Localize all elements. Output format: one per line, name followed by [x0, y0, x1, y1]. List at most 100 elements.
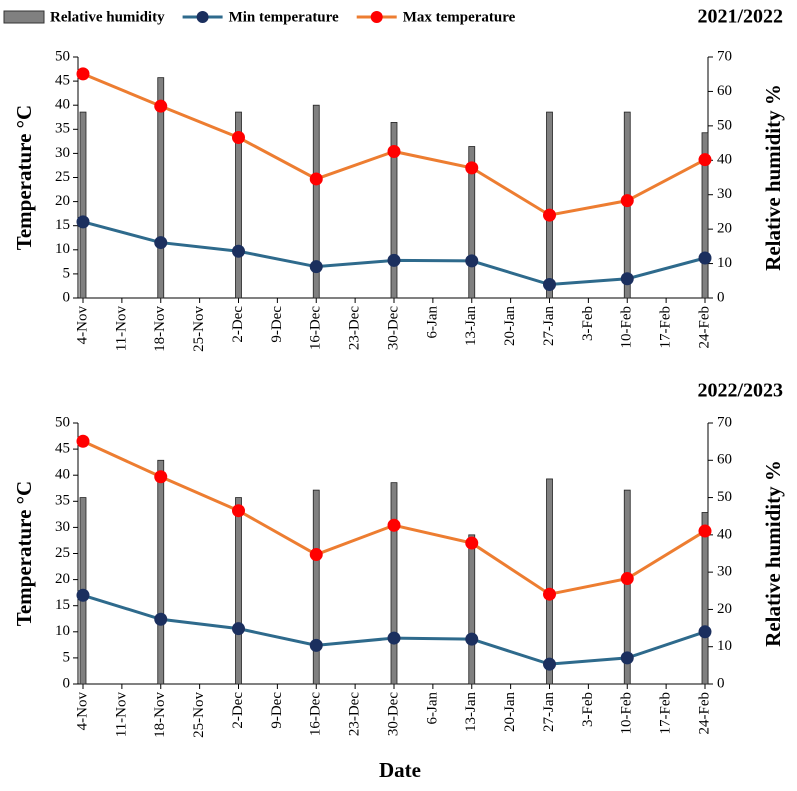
- y-tick-label: 25: [55, 169, 70, 185]
- y-tick-label: 5: [63, 649, 71, 665]
- chart-title: 2022/2023: [697, 380, 783, 402]
- marker: [76, 588, 90, 602]
- bar: [701, 132, 709, 299]
- x-tick-label: 6-Jan: [424, 692, 440, 725]
- marker: [543, 657, 556, 671]
- y-tick-label: 30: [55, 519, 70, 535]
- marker: [620, 194, 634, 208]
- y2-tick-label: 30: [717, 186, 732, 202]
- x-tick-label: 18-Nov: [152, 306, 168, 352]
- x-tick-label: 17-Feb: [658, 306, 674, 349]
- y2-tick-label: 50: [717, 489, 732, 505]
- y-tick-label: 25: [55, 545, 70, 561]
- marker: [232, 130, 245, 144]
- y-tick-label: 40: [55, 97, 70, 113]
- marker: [309, 260, 323, 274]
- y-axis-label: Temperature °C: [12, 105, 36, 250]
- x-tick-label: 2-Dec: [230, 306, 246, 343]
- x-tick-label: 27-Jan: [541, 306, 557, 346]
- y-tick-label: 5: [63, 265, 71, 281]
- x-tick-label: 9-Dec: [269, 306, 285, 343]
- x-tick-label: 2-Dec: [230, 692, 246, 729]
- marker: [465, 536, 479, 550]
- x-tick-label: 23-Dec: [347, 692, 363, 736]
- y-tick-label: 50: [55, 48, 70, 64]
- y2-tick-label: 10: [717, 638, 732, 654]
- x-tick-label: 4-Nov: [74, 306, 90, 345]
- y-tick-label: 15: [55, 597, 70, 613]
- marker: [232, 504, 245, 518]
- y-tick-label: 35: [55, 493, 70, 509]
- marker: [232, 244, 245, 258]
- y-tick-label: 0: [63, 289, 71, 305]
- x-axis-label: Date: [379, 758, 421, 782]
- marker: [543, 587, 556, 601]
- bar: [623, 489, 631, 685]
- y2-tick-label: 40: [717, 526, 732, 542]
- y2-axis-label: Relative humidity %: [761, 84, 785, 271]
- x-tick-label: 13-Jan: [463, 692, 479, 732]
- bar: [235, 497, 242, 685]
- y-tick-label: 20: [55, 571, 70, 587]
- marker: [387, 253, 401, 267]
- y-tick-label: 0: [63, 675, 71, 691]
- marker: [309, 638, 323, 652]
- bar: [312, 489, 320, 685]
- x-tick-label: 24-Feb: [696, 692, 712, 735]
- marker: [620, 651, 634, 665]
- y-tick-label: 20: [55, 193, 70, 209]
- x-tick-label: 25-Nov: [191, 306, 207, 352]
- y2-tick-label: 60: [717, 452, 732, 468]
- bar: [468, 534, 476, 685]
- marker: [154, 470, 168, 484]
- y-axis-label: Temperature °C: [12, 481, 36, 626]
- x-tick-label: 10-Feb: [619, 306, 635, 349]
- marker: [154, 99, 168, 113]
- y2-tick-label: 40: [717, 152, 732, 168]
- y-tick-label: 50: [55, 414, 70, 430]
- legend-marker: [196, 11, 209, 23]
- x-tick-label: 16-Dec: [308, 692, 324, 736]
- y2-tick-label: 60: [717, 83, 732, 99]
- y2-tick-label: 70: [717, 48, 732, 64]
- y-tick-label: 10: [55, 241, 70, 257]
- x-tick-label: 11-Nov: [113, 692, 129, 738]
- y2-tick-label: 0: [717, 675, 725, 691]
- bar: [390, 122, 398, 299]
- marker: [154, 612, 168, 626]
- bar: [312, 104, 320, 299]
- chart-title: 2021/2022: [697, 6, 783, 28]
- y2-tick-label: 70: [717, 414, 732, 430]
- bar: [546, 111, 553, 299]
- y-tick-label: 15: [55, 217, 70, 233]
- marker: [698, 251, 712, 265]
- marker: [309, 548, 323, 562]
- x-tick-label: 20-Jan: [502, 306, 518, 346]
- x-tick-label: 6-Jan: [424, 306, 440, 339]
- x-tick-label: 17-Feb: [658, 692, 674, 735]
- y-tick-label: 10: [55, 623, 70, 639]
- marker: [543, 278, 556, 292]
- x-tick-label: 11-Nov: [113, 306, 129, 352]
- marker: [232, 622, 245, 636]
- marker: [309, 172, 323, 186]
- marker: [76, 434, 90, 448]
- x-tick-label: 9-Dec: [269, 692, 285, 729]
- x-tick-label: 10-Feb: [619, 692, 635, 735]
- marker: [698, 625, 712, 639]
- x-tick-label: 24-Feb: [696, 306, 712, 349]
- x-tick-label: 30-Dec: [385, 306, 401, 350]
- bar: [157, 459, 165, 685]
- y2-tick-label: 50: [717, 117, 732, 133]
- marker: [387, 144, 401, 158]
- marker: [620, 572, 634, 586]
- y-tick-label: 30: [55, 145, 70, 161]
- x-tick-label: 4-Nov: [74, 692, 90, 731]
- y2-tick-label: 0: [717, 289, 725, 305]
- x-tick-label: 3-Feb: [580, 306, 596, 341]
- marker: [465, 632, 479, 646]
- y2-axis-label: Relative humidity %: [761, 460, 785, 647]
- x-tick-label: 16-Dec: [308, 306, 324, 350]
- bar: [235, 111, 242, 299]
